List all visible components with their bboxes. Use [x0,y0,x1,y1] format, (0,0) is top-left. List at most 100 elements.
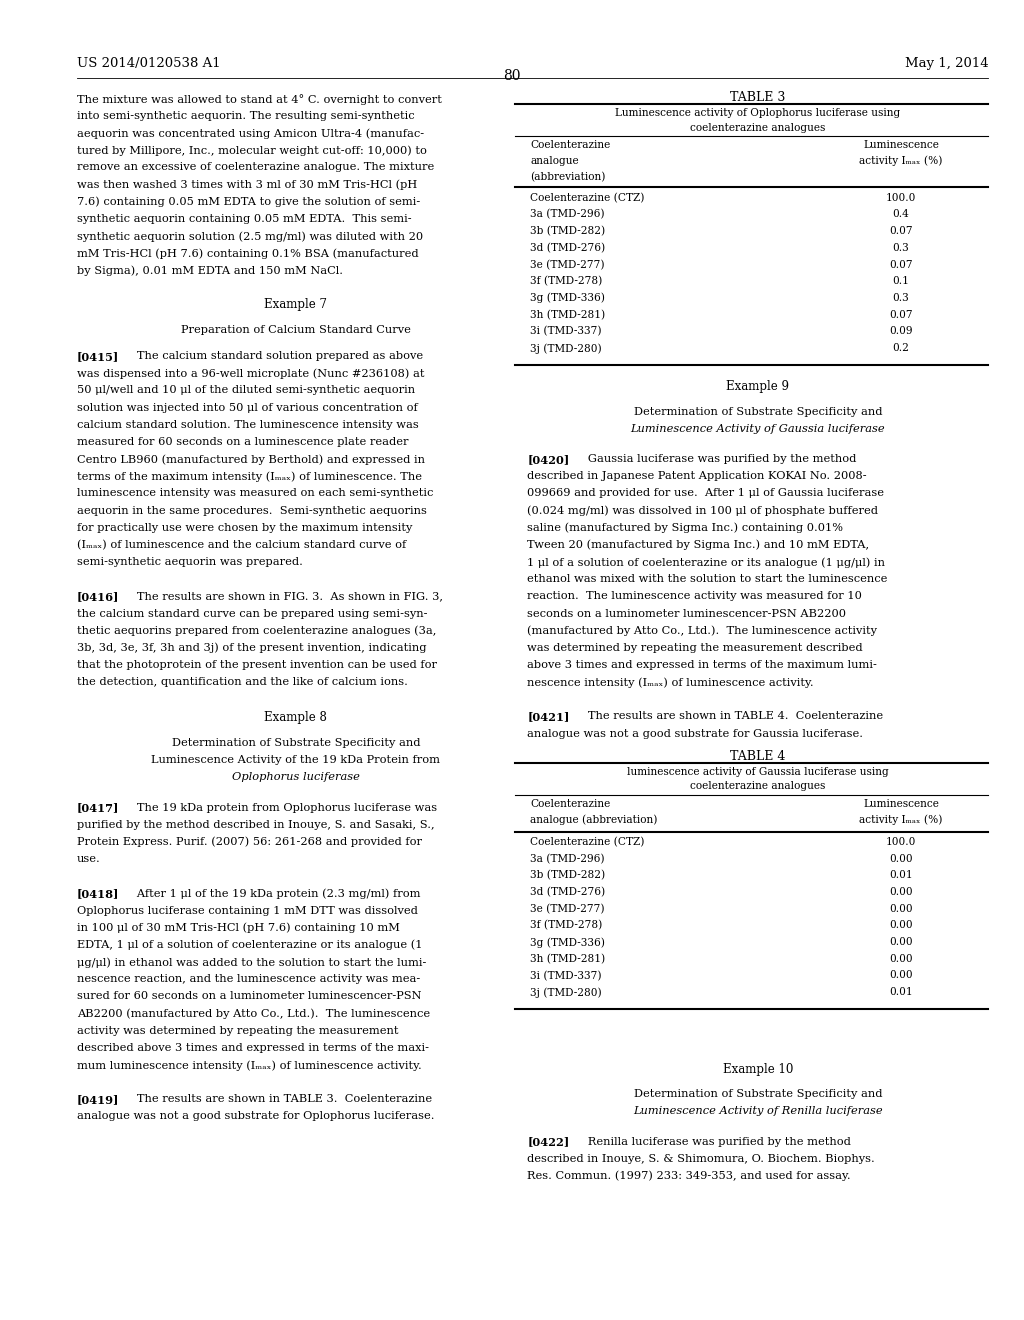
Text: above 3 times and expressed in terms of the maximum lumi-: above 3 times and expressed in terms of … [527,660,878,671]
Text: 3a (TMD-296): 3a (TMD-296) [530,210,605,219]
Text: 0.00: 0.00 [889,904,913,913]
Text: activity Iₘₐₓ (%): activity Iₘₐₓ (%) [859,156,943,166]
Text: Determination of Substrate Specificity and: Determination of Substrate Specificity a… [172,738,420,748]
Text: 0.3: 0.3 [893,293,909,302]
Text: thetic aequorins prepared from coelenterazine analogues (3a,: thetic aequorins prepared from coelenter… [77,626,436,636]
Text: 3h (TMD-281): 3h (TMD-281) [530,310,605,319]
Text: 3b (TMD-282): 3b (TMD-282) [530,226,605,236]
Text: 0.01: 0.01 [889,987,913,997]
Text: 0.00: 0.00 [889,920,913,931]
Text: 0.00: 0.00 [889,970,913,981]
Text: remove an excessive of coelenterazine analogue. The mixture: remove an excessive of coelenterazine an… [77,162,434,173]
Text: was determined by repeating the measurement described: was determined by repeating the measurem… [527,643,863,653]
Text: 0.1: 0.1 [893,276,909,286]
Text: The results are shown in TABLE 4.  Coelenterazine: The results are shown in TABLE 4. Coelen… [577,711,883,722]
Text: 3i (TMD-337): 3i (TMD-337) [530,970,602,981]
Text: Renilla luciferase was purified by the method: Renilla luciferase was purified by the m… [577,1137,850,1147]
Text: [0419]: [0419] [77,1094,119,1105]
Text: 0.2: 0.2 [893,343,909,352]
Text: Example 10: Example 10 [723,1063,793,1076]
Text: aequorin was concentrated using Amicon Ultra-4 (manufac-: aequorin was concentrated using Amicon U… [77,128,424,139]
Text: nescence intensity (Iₘₐₓ) of luminescence activity.: nescence intensity (Iₘₐₓ) of luminescenc… [527,677,814,688]
Text: use.: use. [77,854,100,865]
Text: 3g (TMD-336): 3g (TMD-336) [530,293,605,304]
Text: 0.00: 0.00 [889,937,913,946]
Text: 0.3: 0.3 [893,243,909,253]
Text: 7.6) containing 0.05 mM EDTA to give the solution of semi-: 7.6) containing 0.05 mM EDTA to give the… [77,197,420,207]
Text: analogue (abbreviation): analogue (abbreviation) [530,814,657,825]
Text: described in Japanese Patent Application KOKAI No. 2008-: described in Japanese Patent Application… [527,471,867,482]
Text: Luminescence Activity of the 19 kDa Protein from: Luminescence Activity of the 19 kDa Prot… [152,755,440,766]
Text: Oplophorus luciferase containing 1 mM DTT was dissolved: Oplophorus luciferase containing 1 mM DT… [77,906,418,916]
Text: calcium standard solution. The luminescence intensity was: calcium standard solution. The luminesce… [77,420,419,430]
Text: for practically use were chosen by the maximum intensity: for practically use were chosen by the m… [77,523,413,533]
Text: [0418]: [0418] [77,888,119,899]
Text: 0.01: 0.01 [889,870,913,880]
Text: purified by the method described in Inouye, S. and Sasaki, S.,: purified by the method described in Inou… [77,820,434,830]
Text: described in Inouye, S. & Shimomura, O. Biochem. Biophys.: described in Inouye, S. & Shimomura, O. … [527,1154,876,1164]
Text: [0416]: [0416] [77,591,119,602]
Text: luminescence intensity was measured on each semi-synthetic: luminescence intensity was measured on e… [77,488,433,499]
Text: Coelenterazine (CTZ): Coelenterazine (CTZ) [530,837,645,847]
Text: [0420]: [0420] [527,454,569,465]
Text: coelenterazine analogues: coelenterazine analogues [690,123,825,133]
Text: 0.00: 0.00 [889,954,913,964]
Text: 3h (TMD-281): 3h (TMD-281) [530,954,605,964]
Text: Luminescence Activity of Renilla luciferase: Luminescence Activity of Renilla lucifer… [633,1106,883,1117]
Text: (0.024 mg/ml) was dissolved in 100 μl of phosphate buffered: (0.024 mg/ml) was dissolved in 100 μl of… [527,506,879,516]
Text: mum luminescence intensity (Iₘₐₓ) of luminescence activity.: mum luminescence intensity (Iₘₐₓ) of lum… [77,1060,422,1071]
Text: 0.07: 0.07 [889,260,913,269]
Text: was dispensed into a 96-well microplate (Nunc #236108) at: was dispensed into a 96-well microplate … [77,368,424,379]
Text: was then washed 3 times with 3 ml of 30 mM Tris-HCl (pH: was then washed 3 times with 3 ml of 30 … [77,180,417,190]
Text: (abbreviation): (abbreviation) [530,172,606,182]
Text: Oplophorus luciferase: Oplophorus luciferase [232,772,359,783]
Text: 099669 and provided for use.  After 1 μl of Gaussia luciferase: 099669 and provided for use. After 1 μl … [527,488,885,499]
Text: 80: 80 [503,69,521,83]
Text: nescence reaction, and the luminescence activity was mea-: nescence reaction, and the luminescence … [77,974,420,985]
Text: Example 9: Example 9 [726,380,790,393]
Text: [0417]: [0417] [77,803,119,813]
Text: activity was determined by repeating the measurement: activity was determined by repeating the… [77,1026,398,1036]
Text: terms of the maximum intensity (Iₘₐₓ) of luminescence. The: terms of the maximum intensity (Iₘₐₓ) of… [77,471,422,482]
Text: luminescence activity of Gaussia luciferase using: luminescence activity of Gaussia lucifer… [627,767,889,777]
Text: Determination of Substrate Specificity and: Determination of Substrate Specificity a… [634,1089,882,1100]
Text: synthetic aequorin containing 0.05 mM EDTA.  This semi-: synthetic aequorin containing 0.05 mM ED… [77,214,412,224]
Text: sured for 60 seconds on a luminometer luminescencer-PSN: sured for 60 seconds on a luminometer lu… [77,991,421,1002]
Text: ethanol was mixed with the solution to start the luminescence: ethanol was mixed with the solution to s… [527,574,888,585]
Text: The results are shown in FIG. 3.  As shown in FIG. 3,: The results are shown in FIG. 3. As show… [126,591,443,602]
Text: analogue was not a good substrate for Gaussia luciferase.: analogue was not a good substrate for Ga… [527,729,863,739]
Text: The calcium standard solution prepared as above: The calcium standard solution prepared a… [126,351,423,362]
Text: 0.00: 0.00 [889,887,913,898]
Text: Tween 20 (manufactured by Sigma Inc.) and 10 mM EDTA,: Tween 20 (manufactured by Sigma Inc.) an… [527,540,869,550]
Text: Luminescence: Luminescence [863,799,939,809]
Text: Coelenterazine (CTZ): Coelenterazine (CTZ) [530,193,645,203]
Text: Res. Commun. (1997) 233: 349-353, and used for assay.: Res. Commun. (1997) 233: 349-353, and us… [527,1171,851,1181]
Text: EDTA, 1 μl of a solution of coelenterazine or its analogue (1: EDTA, 1 μl of a solution of coelenterazi… [77,940,422,950]
Text: After 1 μl of the 19 kDa protein (2.3 mg/ml) from: After 1 μl of the 19 kDa protein (2.3 mg… [126,888,421,899]
Text: aequorin in the same procedures.  Semi-synthetic aequorins: aequorin in the same procedures. Semi-sy… [77,506,427,516]
Text: into semi-synthetic aequorin. The resulting semi-synthetic: into semi-synthetic aequorin. The result… [77,111,415,121]
Text: described above 3 times and expressed in terms of the maxi-: described above 3 times and expressed in… [77,1043,429,1053]
Text: 3j (TMD-280): 3j (TMD-280) [530,987,602,998]
Text: May 1, 2014: May 1, 2014 [904,57,988,70]
Text: by Sigma), 0.01 mM EDTA and 150 mM NaCl.: by Sigma), 0.01 mM EDTA and 150 mM NaCl. [77,265,343,276]
Text: Luminescence: Luminescence [863,140,939,150]
Text: the detection, quantification and the like of calcium ions.: the detection, quantification and the li… [77,677,408,688]
Text: Determination of Substrate Specificity and: Determination of Substrate Specificity a… [634,407,882,417]
Text: [0421]: [0421] [527,711,569,722]
Text: semi-synthetic aequorin was prepared.: semi-synthetic aequorin was prepared. [77,557,303,568]
Text: seconds on a luminometer luminescencer-PSN AB2200: seconds on a luminometer luminescencer-P… [527,609,847,619]
Text: 3f (TMD-278): 3f (TMD-278) [530,276,603,286]
Text: μg/μl) in ethanol was added to the solution to start the lumi-: μg/μl) in ethanol was added to the solut… [77,957,426,968]
Text: analogue: analogue [530,156,579,166]
Text: 3i (TMD-337): 3i (TMD-337) [530,326,602,337]
Text: analogue was not a good substrate for Oplophorus luciferase.: analogue was not a good substrate for Op… [77,1111,434,1122]
Text: Centro LB960 (manufactured by Berthold) and expressed in: Centro LB960 (manufactured by Berthold) … [77,454,425,465]
Text: solution was injected into 50 μl of various concentration of: solution was injected into 50 μl of vari… [77,403,418,413]
Text: The mixture was allowed to stand at 4° C. overnight to convert: The mixture was allowed to stand at 4° C… [77,94,441,104]
Text: (Iₘₐₓ) of luminescence and the calcium standard curve of: (Iₘₐₓ) of luminescence and the calcium s… [77,540,407,550]
Text: that the photoprotein of the present invention can be used for: that the photoprotein of the present inv… [77,660,437,671]
Text: 0.07: 0.07 [889,310,913,319]
Text: Example 8: Example 8 [264,711,328,725]
Text: 100.0: 100.0 [886,193,916,203]
